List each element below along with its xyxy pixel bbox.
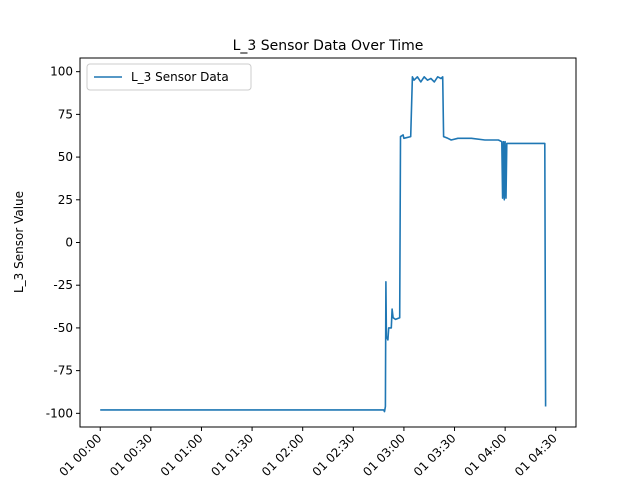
x-tick-label: 01 04:00 (461, 431, 509, 479)
y-tick-label: -25 (53, 278, 73, 292)
legend-box (86, 63, 252, 91)
x-tick-label: 01 03:30 (411, 431, 459, 479)
x-tick-label: 01 02:30 (310, 431, 358, 479)
legend-entry: L_3 Sensor Data (131, 70, 229, 84)
y-tick-label: -50 (53, 321, 73, 335)
y-axis-label: L_3 Sensor Value (12, 191, 26, 293)
x-tick-label: 01 01:30 (208, 431, 256, 479)
plot-frame (79, 57, 577, 428)
y-tick-label: 100 (50, 65, 73, 79)
series-line (100, 76, 547, 413)
y-tick-label: 25 (58, 193, 73, 207)
y-axis: -100 -75 -50 -25 0 25 50 75 100 (46, 65, 80, 420)
x-tick-label: 01 00:30 (107, 431, 155, 479)
chart-title: L_3 Sensor Data Over Time (233, 38, 424, 54)
series-layer (100, 76, 547, 413)
y-tick-label: -100 (46, 406, 73, 420)
x-tick-label: 01 02:00 (259, 431, 307, 479)
x-axis: 01 00:00 01 00:30 01 01:00 01 01:30 01 02:00… (57, 427, 560, 479)
legend: L_3 Sensor Data (86, 63, 252, 91)
y-tick-label: 50 (58, 150, 73, 164)
y-tick-label: 0 (65, 236, 73, 250)
y-tick-label: -75 (53, 364, 73, 378)
x-tick-label: 01 04:30 (512, 431, 560, 479)
plot-area: -100 -75 -50 -25 0 25 50 75 100 01 00:00 01 00:30… (46, 57, 577, 479)
x-tick-label: 01 00:00 (57, 431, 105, 479)
x-tick-label: 01 01:00 (158, 431, 206, 479)
y-tick-label: 75 (58, 107, 73, 121)
x-tick-label: 01 03:00 (360, 431, 408, 479)
